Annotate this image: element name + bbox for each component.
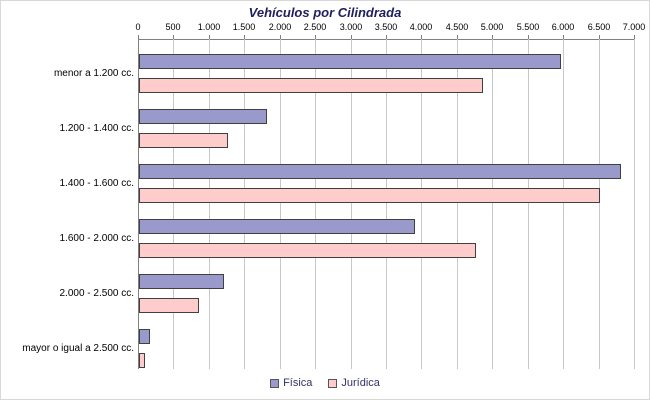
gridline	[209, 39, 210, 369]
bar	[139, 219, 415, 234]
bar	[139, 133, 228, 148]
bar	[139, 109, 267, 124]
tick-mark	[173, 35, 174, 39]
x-tick-label: 5.000	[480, 22, 504, 32]
bar	[139, 353, 145, 368]
gridline	[315, 39, 316, 369]
tick-mark	[563, 35, 564, 39]
tick-mark	[528, 35, 529, 39]
bar	[139, 329, 150, 344]
tick-mark	[492, 35, 493, 39]
x-tick-label: 3.500	[374, 22, 398, 32]
x-tick-label: 3.000	[339, 22, 363, 32]
x-tick-label: 2.000	[268, 22, 292, 32]
category-label: 2.000 - 2.500 cc.	[59, 288, 135, 299]
tick-mark	[457, 35, 458, 39]
category-label: 1.200 - 1.400 cc.	[59, 123, 135, 134]
legend-item: Física	[270, 377, 312, 389]
x-tick-label: 1.000	[197, 22, 221, 32]
bar	[139, 274, 224, 289]
x-tick-label: 500	[165, 22, 181, 32]
tick-mark	[280, 35, 281, 39]
x-tick-label: 2.500	[303, 22, 327, 32]
gridline	[492, 39, 493, 369]
x-tick-label: 1.500	[232, 22, 256, 32]
gridline	[634, 39, 635, 369]
x-tick-label: 6.000	[551, 22, 575, 32]
category-label: 1.400 - 1.600 cc.	[59, 178, 135, 189]
tick-mark	[386, 35, 387, 39]
tick-mark	[634, 35, 635, 39]
gridline	[280, 39, 281, 369]
gridline	[386, 39, 387, 369]
x-tick-label: 6.500	[587, 22, 611, 32]
legend-label: Jurídica	[341, 377, 380, 389]
x-tick-label: 4.000	[409, 22, 433, 32]
legend: Física Jurídica	[1, 377, 649, 389]
category-label: mayor o igual a 2.500 cc.	[22, 343, 134, 354]
tick-mark	[244, 35, 245, 39]
x-tick-label: 0	[135, 22, 141, 32]
x-tick-label: 4.500	[445, 22, 469, 32]
tick-mark	[351, 35, 352, 39]
bar	[139, 298, 199, 313]
bar	[139, 54, 561, 69]
x-tick-label: 5.500	[516, 22, 540, 32]
legend-label: Física	[283, 377, 313, 389]
gridline	[528, 39, 529, 369]
gridline	[244, 39, 245, 369]
x-tick-label: 7.000	[622, 22, 646, 32]
bar	[139, 243, 476, 258]
tick-mark	[599, 35, 600, 39]
gridline	[457, 39, 458, 369]
tick-mark	[209, 35, 210, 39]
legend-swatch	[328, 378, 338, 388]
tick-mark	[421, 35, 422, 39]
category-label: 1.600 - 2.000 cc.	[59, 233, 135, 244]
gridline	[599, 39, 600, 369]
legend-item: Jurídica	[328, 377, 380, 389]
gridline	[563, 39, 564, 369]
category-label: menor a 1.200 cc.	[53, 68, 134, 79]
gridline	[351, 39, 352, 369]
chart-title: Vehículos por Cilindrada	[248, 5, 402, 20]
bar	[139, 188, 600, 203]
gridline	[173, 39, 174, 369]
legend-swatch	[270, 378, 280, 388]
tick-mark	[138, 35, 139, 39]
tick-mark	[315, 35, 316, 39]
bar	[139, 164, 621, 179]
gridline	[421, 39, 422, 369]
bar	[139, 78, 483, 93]
